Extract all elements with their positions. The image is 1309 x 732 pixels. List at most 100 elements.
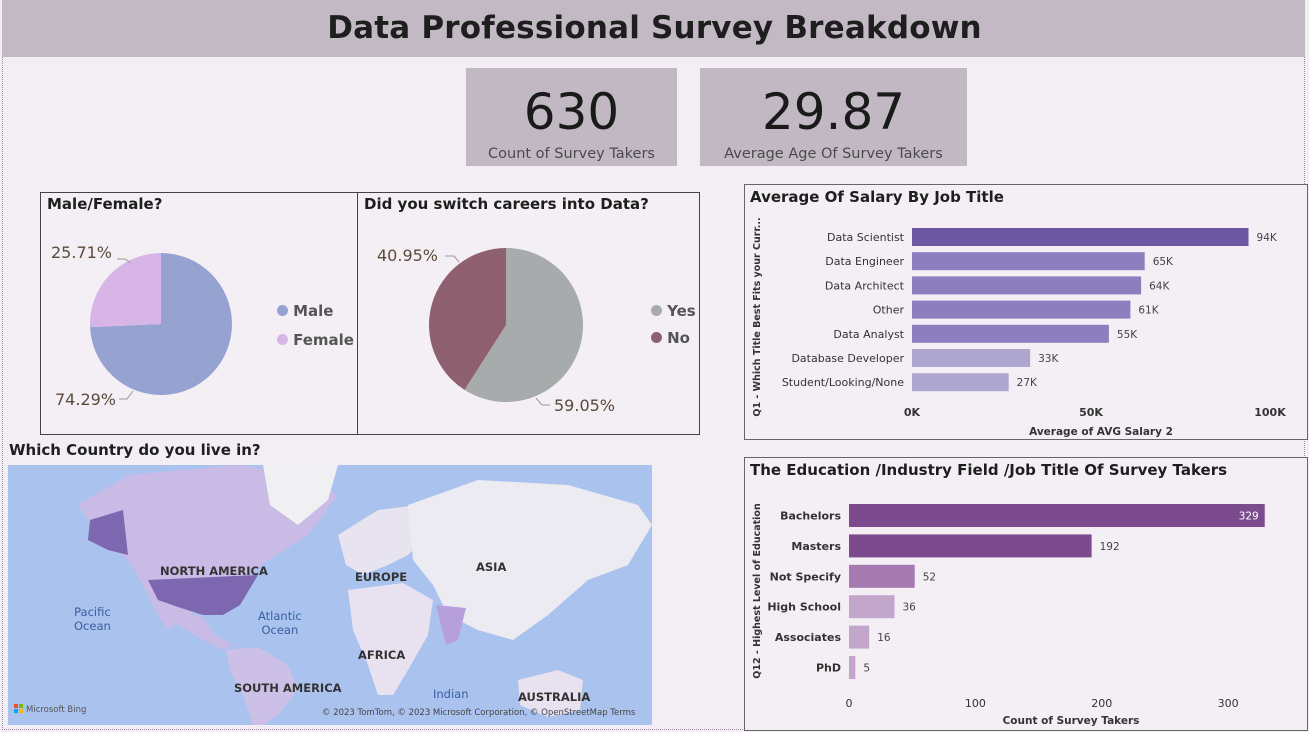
salary-chart-svg: Q1 - Which Title Best Fits your Curr... … xyxy=(752,217,1286,438)
land-alaska xyxy=(88,510,128,555)
title-bar xyxy=(2,0,1305,57)
x-tick-label: 200 xyxy=(1091,697,1112,710)
bar[interactable] xyxy=(912,349,1031,367)
salary-chart-title: Average Of Salary By Job Title xyxy=(750,188,1004,206)
female-swatch xyxy=(277,334,288,345)
land-south-america xyxy=(226,647,298,725)
x-tick-label: 100K xyxy=(1254,406,1286,419)
land-africa xyxy=(348,583,433,695)
career-pie-panel[interactable]: Did you switch careers into Data? 40.95%… xyxy=(357,192,700,435)
pie-slice-yes[interactable] xyxy=(464,248,583,402)
education-chart-svg: Q12 - Highest Level of Education Bachelo… xyxy=(752,503,1265,727)
legend-item-yes[interactable]: Yes xyxy=(651,301,696,328)
map-attribution[interactable]: © 2023 TomTom, © 2023 Microsoft Corporat… xyxy=(322,708,636,718)
world-map-svg xyxy=(14,465,652,725)
category-label: Not Specify xyxy=(770,570,841,583)
salary-y-axis-title: Q1 - Which Title Best Fits your Curr... xyxy=(752,217,763,416)
education-x-axis-title: Count of Survey Takers xyxy=(1003,715,1140,727)
bar-data-label: 36 xyxy=(902,602,916,614)
legend-item-no[interactable]: No xyxy=(651,328,696,347)
education-y-axis-title: Q12 - Highest Level of Education xyxy=(752,503,763,679)
career-no-data-label: 40.95% xyxy=(377,246,439,265)
kpi-age-value: 29.87 xyxy=(761,83,906,141)
x-tick-label: 300 xyxy=(1218,697,1239,710)
gender-pie-svg xyxy=(90,253,233,400)
category-label: Student/Looking/None xyxy=(782,376,904,389)
education-chart-title: The Education /Industry Field /Job Title… xyxy=(750,461,1228,479)
map-title: Which Country do you live in? xyxy=(9,441,261,459)
career-legend: Yes No xyxy=(651,301,696,347)
bar[interactable] xyxy=(849,504,1265,527)
bar-data-label: 329 xyxy=(1239,511,1259,523)
bing-logo-blue xyxy=(14,709,18,713)
x-tick-label: 100 xyxy=(965,697,986,710)
land-usa xyxy=(148,575,258,615)
bar[interactable] xyxy=(849,656,856,679)
bar[interactable] xyxy=(849,534,1092,558)
land-central-america xyxy=(158,605,233,650)
leader-line xyxy=(535,397,550,406)
leader-line xyxy=(445,255,460,263)
bar-data-label: 52 xyxy=(923,571,936,583)
kpi-card-count[interactable]: 630 Count of Survey Takers xyxy=(466,68,677,166)
bar[interactable] xyxy=(912,252,1145,271)
bar-data-label: 64K xyxy=(1149,280,1170,292)
kpi-count-value: 630 xyxy=(523,83,620,141)
pie-slice-no[interactable] xyxy=(429,248,506,390)
salary-chart-panel[interactable]: Average Of Salary By Job Title Q1 - Whic… xyxy=(744,184,1308,440)
bar[interactable] xyxy=(912,276,1142,295)
bar[interactable] xyxy=(849,564,915,588)
map-brand: Microsoft Bing xyxy=(26,705,87,715)
bar-data-label: 16 xyxy=(877,632,891,644)
bar[interactable] xyxy=(849,625,870,649)
bing-logo-red xyxy=(14,704,18,708)
map-label-pacific: Pacific Ocean xyxy=(74,605,111,633)
x-tick-label: 50K xyxy=(1079,406,1103,419)
land-india xyxy=(436,605,466,645)
category-label: Other xyxy=(873,304,905,317)
category-label: PhD xyxy=(816,662,841,675)
kpi-card-age[interactable]: 29.87 Average Age Of Survey Takers xyxy=(700,68,967,166)
category-label: Data Analyst xyxy=(833,328,904,341)
country-map[interactable]: NORTH AMERICA EUROPE ASIA AFRICA SOUTH A… xyxy=(8,465,652,725)
legend-label-female: Female xyxy=(293,331,354,349)
bar-data-label: 192 xyxy=(1100,541,1120,553)
bar-data-label: 61K xyxy=(1138,305,1159,317)
map-label-indian: Indian xyxy=(433,687,469,701)
legend-item-female[interactable]: Female xyxy=(277,330,354,349)
gender-female-data-label: 25.71% xyxy=(51,243,113,262)
page-title: Data Professional Survey Breakdown xyxy=(327,10,982,46)
bar-data-label: 27K xyxy=(1017,377,1038,389)
bar[interactable] xyxy=(912,324,1109,343)
gender-legend: Male Female xyxy=(277,301,354,349)
gender-pie-panel[interactable]: Male/Female? 25.71% 74.29% Male Female xyxy=(40,192,358,435)
career-pie-svg xyxy=(429,248,583,406)
land-australia xyxy=(518,670,583,717)
legend-item-male[interactable]: Male xyxy=(277,301,354,330)
no-swatch xyxy=(651,332,662,343)
map-label-south-america: SOUTH AMERICA xyxy=(234,681,342,695)
map-label-australia: AUSTRALIA xyxy=(518,690,591,704)
category-label: Database Developer xyxy=(791,352,904,365)
male-swatch xyxy=(277,305,288,316)
category-label: High School xyxy=(767,601,841,614)
bar-data-label: 55K xyxy=(1117,329,1138,341)
bing-logo-green xyxy=(19,704,23,708)
bar[interactable] xyxy=(912,373,1009,392)
category-label: Data Scientist xyxy=(827,231,905,244)
map-label-europe: EUROPE xyxy=(355,570,408,584)
bar[interactable] xyxy=(912,300,1131,319)
pie-slice-male[interactable] xyxy=(90,253,233,395)
pie-slice-female[interactable] xyxy=(90,253,161,328)
legend-label-male: Male xyxy=(293,302,334,320)
gender-pie-title: Male/Female? xyxy=(47,195,163,213)
x-tick-label: 0 xyxy=(846,697,853,710)
bar-data-label: 94K xyxy=(1257,232,1278,244)
bar[interactable] xyxy=(849,595,895,619)
bar[interactable] xyxy=(912,228,1249,246)
kpi-age-label: Average Age Of Survey Takers xyxy=(724,146,943,162)
gender-male-data-label: 74.29% xyxy=(55,390,117,409)
salary-x-axis-title: Average of AVG Salary 2 xyxy=(1029,426,1173,438)
category-label: Masters xyxy=(791,540,841,553)
education-chart-panel[interactable]: The Education /Industry Field /Job Title… xyxy=(744,457,1308,731)
